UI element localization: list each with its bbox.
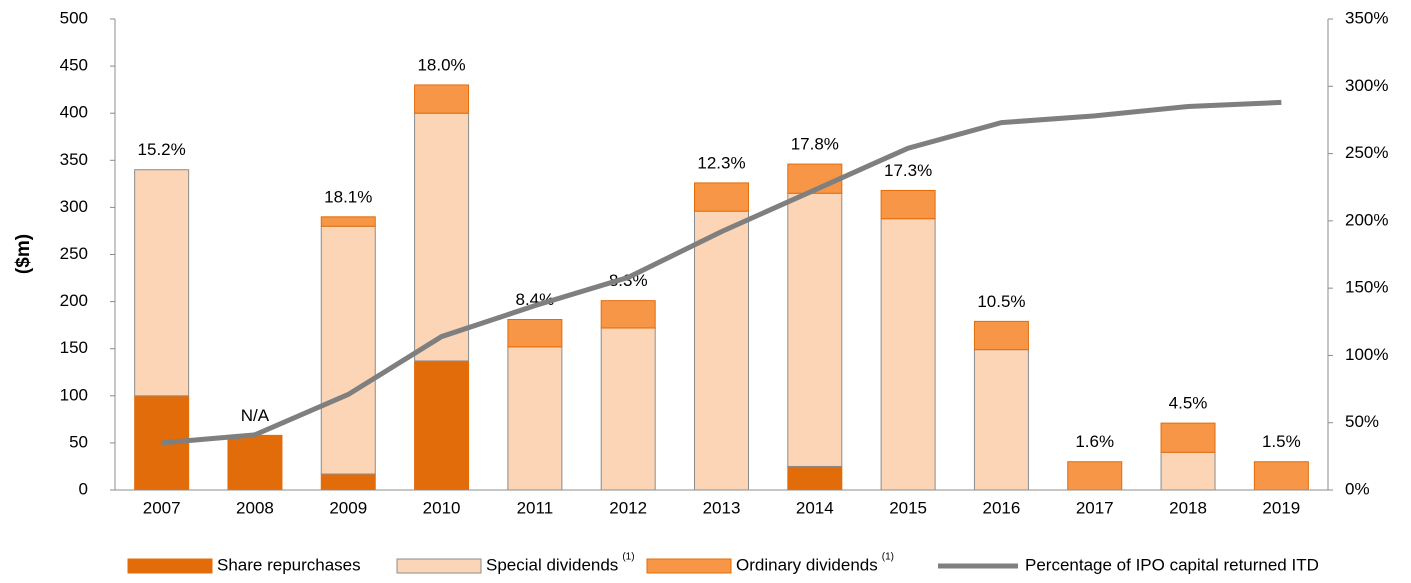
x-tick-label: 2015 (889, 498, 927, 517)
x-tick-label: 2008 (236, 498, 274, 517)
y-axis-label: ($m) (13, 234, 34, 274)
bar-segment (320, 473, 376, 491)
x-tick-label: 2013 (703, 498, 741, 517)
bar-label: N/A (241, 406, 270, 425)
bar-segment (880, 218, 936, 491)
y-tick-label: 150 (60, 338, 88, 357)
bar-segment (1253, 461, 1309, 491)
x-tick-label: 2016 (983, 498, 1021, 517)
legend-label: Share repurchases (217, 555, 361, 574)
bar-segment (787, 192, 843, 467)
y2-tick-label: 150% (1345, 278, 1388, 297)
y-tick-label: 300 (60, 197, 88, 216)
bar-segment (134, 169, 190, 397)
y-tick-label: 250 (60, 244, 88, 263)
bar-segment (414, 360, 470, 491)
x-tick-label: 2014 (796, 498, 834, 517)
legend-label: Percentage of IPO capital returned ITD (1025, 555, 1319, 574)
bar-label: 17.3% (884, 161, 932, 180)
x-tick-label: 2018 (1169, 498, 1207, 517)
y-tick-label: 100 (60, 385, 88, 404)
bar-segment (227, 434, 283, 491)
bar-label: 10.5% (977, 292, 1025, 311)
bar-segment (600, 327, 656, 491)
y-tick-label: 0 (79, 479, 88, 498)
bar-segment (414, 84, 470, 114)
bar-segment (507, 318, 563, 348)
bar-label: 18.0% (417, 55, 465, 74)
y2-tick-label: 250% (1345, 143, 1388, 162)
bar-segment (600, 300, 656, 329)
y2-tick-label: 100% (1345, 345, 1388, 364)
x-tick-label: 2011 (517, 498, 554, 517)
y-tick-label: 500 (60, 8, 88, 27)
bar-label: 8.3% (609, 271, 648, 290)
x-tick-label: 2019 (1262, 498, 1300, 517)
bar-segment (320, 216, 376, 227)
y-tick-label: 450 (60, 56, 88, 75)
bar-segment (507, 346, 563, 491)
legend-label: Ordinary dividends (736, 555, 878, 574)
bar-label: 15.2% (138, 140, 186, 159)
bar-segment (973, 349, 1029, 491)
x-tick-label: 2007 (143, 498, 181, 517)
bar-label: 18.1% (324, 187, 372, 206)
bar-segment (1160, 451, 1216, 491)
bar-segment (973, 320, 1029, 351)
bar-label: 1.6% (1075, 432, 1114, 451)
bar-segment (880, 189, 936, 220)
line-series (161, 99, 1282, 446)
legend-swatch (127, 558, 213, 574)
y2-tick-label: 50% (1345, 412, 1379, 431)
y2-tick-label: 0% (1345, 479, 1370, 498)
bar-label: 12.3% (697, 153, 745, 172)
y2-tick-label: 200% (1345, 210, 1388, 229)
bar-label: 1.5% (1262, 432, 1301, 451)
bar-segment (1160, 422, 1216, 453)
legend-label: Special dividends (486, 555, 618, 574)
bar-label: 17.8% (791, 135, 839, 154)
x-tick-label: 2009 (329, 498, 367, 517)
bar-label: 4.5% (1169, 394, 1208, 413)
legend-swatch (396, 558, 482, 574)
x-tick-label: 2012 (609, 498, 647, 517)
y2-tick-label: 300% (1345, 76, 1388, 95)
bar-segment (694, 182, 749, 212)
y-tick-label: 50 (69, 432, 88, 451)
y-tick-label: 350 (60, 150, 88, 169)
x-tick-label: 2017 (1076, 498, 1114, 517)
legend-swatch (646, 558, 732, 574)
bar-segment (787, 465, 843, 491)
legend-footnote: (1) (882, 552, 894, 563)
y2-tick-label: 350% (1345, 8, 1388, 27)
y-tick-label: 400 (60, 103, 88, 122)
x-tick-label: 2010 (423, 498, 461, 517)
y-tick-label: 200 (60, 291, 88, 310)
bar-segment (320, 225, 376, 475)
bar-segment (414, 112, 470, 362)
bar-segment (1067, 461, 1123, 491)
bar-segment (694, 210, 749, 491)
legend-footnote: (1) (622, 552, 634, 563)
